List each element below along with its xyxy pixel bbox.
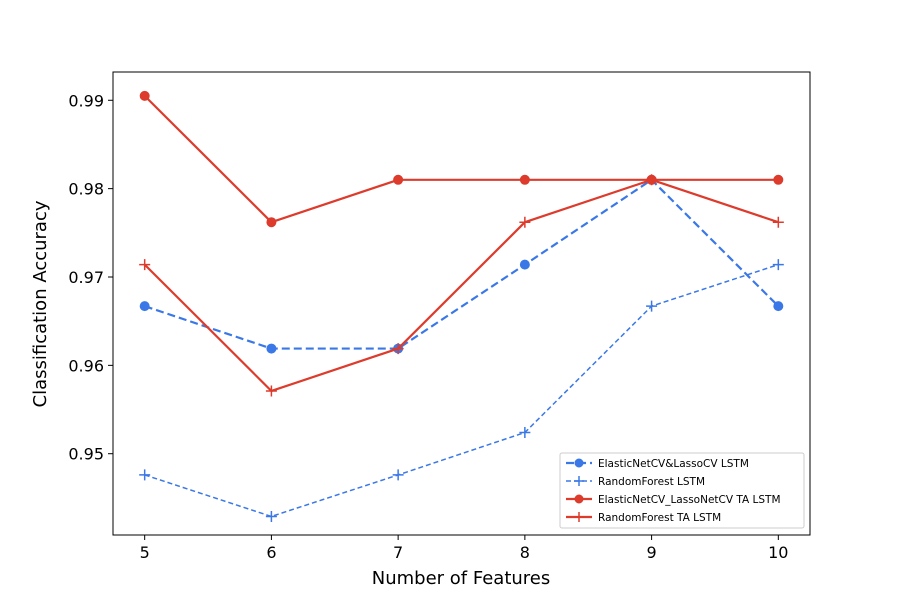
data-point-marker [773, 174, 784, 185]
data-point-marker [392, 343, 404, 355]
legend-box [559, 452, 805, 529]
data-point-marker [265, 510, 277, 522]
legend-label: RandomForest TA LSTM [598, 512, 721, 524]
data-point-marker [519, 259, 530, 270]
x-tick-label: 8 [520, 543, 530, 562]
legend-entry: ElasticNetCV_LassoNetCV TA LSTM [566, 494, 781, 506]
data-point-marker [773, 301, 784, 312]
x-tick-label: 6 [266, 543, 276, 562]
legend: ElasticNetCV&LassoCV LSTM RandomForest LS… [559, 452, 805, 529]
legend-entry: RandomForest TA LSTM [566, 512, 721, 524]
series-layer [139, 90, 784, 522]
data-point-marker [392, 469, 404, 481]
x-tick-label: 7 [393, 543, 403, 562]
series-3 [139, 174, 784, 397]
y-axis-label: Classification Accuracy [30, 200, 51, 407]
series-1 [139, 259, 784, 522]
x-axis-label: Number of Features [372, 568, 551, 589]
data-point-marker [139, 301, 150, 312]
data-point-marker [574, 512, 584, 522]
data-point-marker [519, 174, 530, 185]
axes-layer: 5 6 7 8 9 10 0.95 0.96 0.97 0.98 0.99 [68, 91, 788, 562]
data-point-marker [393, 174, 404, 185]
x-tick-label: 5 [140, 543, 150, 562]
plot-frame [112, 71, 811, 536]
legend-label: ElasticNetCV_LassoNetCV TA LSTM [598, 494, 781, 506]
data-point-marker [574, 476, 584, 486]
y-tick-label: 0.96 [68, 356, 104, 375]
series-line [144, 178, 780, 350]
y-tick-label: 0.99 [68, 91, 104, 110]
y-tick-label: 0.98 [68, 180, 104, 199]
legend-label: RandomForest LSTM [598, 476, 705, 488]
data-point-marker [646, 174, 658, 186]
data-point-marker [772, 259, 784, 271]
legend-label: ElasticNetCV&LassoCV LSTM [598, 458, 749, 470]
series-2 [139, 90, 784, 228]
data-point-marker [772, 216, 784, 228]
series-line [143, 95, 779, 224]
data-point-marker [574, 458, 584, 468]
data-point-marker [519, 427, 531, 439]
data-point-marker [519, 216, 531, 228]
series-line [144, 263, 779, 518]
series-line [143, 178, 779, 393]
legend-entry: RandomForest LSTM [566, 476, 705, 488]
y-tick-label: 0.95 [68, 445, 104, 464]
x-tick-label: 10 [768, 543, 788, 562]
data-point-marker [574, 494, 584, 504]
data-point-marker [139, 259, 151, 271]
data-point-marker [646, 300, 658, 312]
y-tick-label: 0.97 [68, 268, 104, 287]
legend-entry: ElasticNetCV&LassoCV LSTM [566, 458, 749, 470]
x-tick-label: 9 [646, 543, 656, 562]
data-point-marker [266, 217, 277, 228]
data-point-marker [266, 343, 277, 354]
data-point-marker [139, 469, 151, 481]
data-point-marker [265, 385, 277, 397]
data-point-marker [139, 90, 150, 101]
